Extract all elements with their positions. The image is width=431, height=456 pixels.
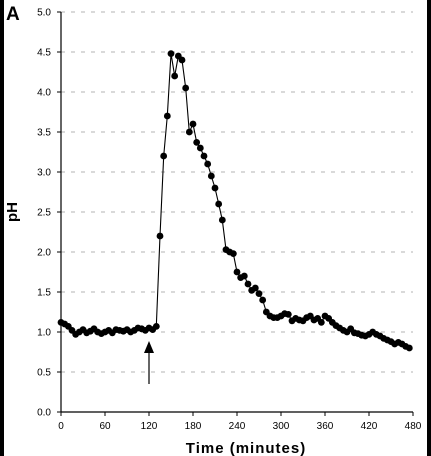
data-point bbox=[240, 272, 248, 280]
data-point bbox=[171, 72, 179, 80]
y-tick-label-10: 5.0 bbox=[37, 8, 51, 19]
y-tick-label-5: 2.5 bbox=[37, 208, 51, 219]
data-point bbox=[189, 120, 197, 128]
data-point bbox=[204, 160, 212, 168]
data-point bbox=[284, 311, 292, 318]
data-point bbox=[233, 268, 241, 276]
x-axis-title: Time (minutes) bbox=[186, 440, 306, 456]
x-tick-label-3: 180 bbox=[185, 421, 202, 432]
data-point bbox=[167, 50, 175, 57]
y-tick-label-3: 1.5 bbox=[37, 288, 51, 299]
y-tick-label-8: 4.0 bbox=[37, 88, 51, 99]
series-line-group bbox=[60, 53, 410, 349]
y-tick-label-9: 4.5 bbox=[37, 48, 51, 59]
x-tick-label-2: 120 bbox=[141, 421, 158, 432]
panel-label: A bbox=[6, 4, 20, 25]
data-point bbox=[259, 296, 267, 304]
data-point bbox=[193, 139, 201, 146]
y-tick-label-2: 1.0 bbox=[37, 328, 51, 339]
arrow-head-icon bbox=[144, 341, 154, 353]
data-point bbox=[215, 200, 223, 208]
x-tick-label-6: 360 bbox=[317, 421, 334, 432]
axis-ticks: 0.0 0.5 1.0 1.5 2.0 2.5 3.0 3.5 4.0 4.5 5.0 0 60 120 1… bbox=[37, 8, 422, 433]
data-point bbox=[196, 144, 204, 152]
y-tick-label-7: 3.5 bbox=[37, 128, 51, 139]
x-tick-label-4: 240 bbox=[229, 421, 246, 432]
x-tick-label-0: 0 bbox=[58, 421, 64, 432]
grid-lines bbox=[61, 11, 413, 373]
x-tick-label-8: 480 bbox=[405, 421, 422, 432]
data-point bbox=[163, 112, 171, 120]
series-line-0 bbox=[60, 53, 410, 349]
data-point bbox=[207, 172, 215, 180]
data-point bbox=[251, 284, 259, 292]
x-tick-label-1: 60 bbox=[99, 421, 111, 432]
annotation-group bbox=[144, 341, 154, 384]
data-points bbox=[57, 50, 413, 352]
y-tick-label-6: 3.0 bbox=[37, 168, 51, 179]
data-point bbox=[160, 152, 168, 160]
data-point bbox=[244, 280, 252, 288]
data-point bbox=[156, 232, 164, 240]
data-point bbox=[200, 152, 208, 160]
y-axis-title: pH bbox=[4, 202, 21, 222]
y-tick-label-1: 0.5 bbox=[37, 368, 51, 379]
data-point bbox=[152, 323, 160, 330]
x-tick-label-7: 420 bbox=[361, 421, 378, 432]
y-tick-label-4: 2.0 bbox=[37, 248, 51, 259]
data-point bbox=[229, 250, 237, 257]
data-point bbox=[178, 56, 186, 64]
data-point bbox=[185, 128, 193, 136]
data-point bbox=[211, 184, 219, 192]
data-point bbox=[182, 84, 190, 92]
data-point bbox=[405, 344, 413, 352]
data-point bbox=[317, 319, 325, 326]
data-point bbox=[218, 216, 226, 224]
x-tick-label-5: 300 bbox=[273, 421, 290, 432]
data-point bbox=[255, 290, 263, 297]
y-tick-label-0: 0.0 bbox=[37, 408, 51, 419]
